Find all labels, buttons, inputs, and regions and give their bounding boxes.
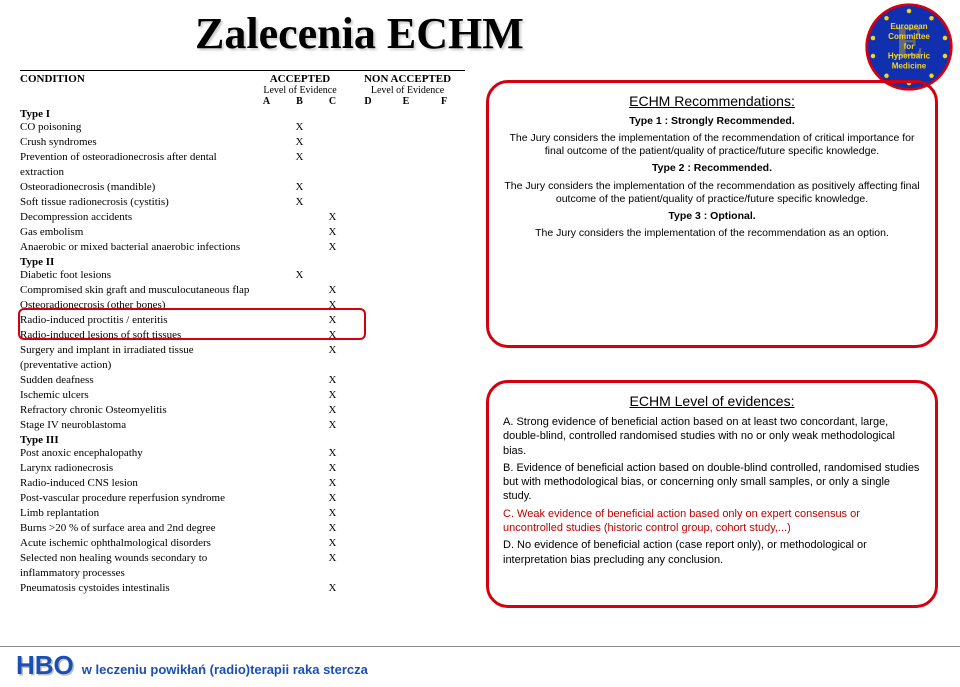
ev-d: D. No evidence of beneficial action (cas… (503, 538, 921, 567)
rec-t3h: Type 3 : Optional. (503, 210, 921, 223)
svg-text:Medicine: Medicine (892, 62, 927, 71)
table-row: Larynx radionecrosisX (20, 461, 465, 476)
type2-header: Type II (20, 256, 465, 268)
table-row: Burns >20 % of surface area and 2nd degr… (20, 521, 465, 536)
table-row: Radio-induced lesions of soft tissuesX (20, 328, 465, 343)
table-row: Anaerobic or mixed bacterial anaerobic i… (20, 240, 465, 255)
rec-t3: The Jury considers the implementation of… (503, 227, 921, 240)
type1-header: Type I (20, 108, 465, 120)
table-row: Diabetic foot lesionsX (20, 268, 465, 283)
table-row: CO poisoningX (20, 120, 465, 135)
table-row: Radio-induced CNS lesionX (20, 476, 465, 491)
th-condition: CONDITION (20, 73, 250, 85)
table-row: Pneumatosis cystoides intestinalisX (20, 581, 465, 596)
rec-t2h: Type 2 : Recommended. (503, 162, 921, 175)
table-row: Sudden deafnessX (20, 373, 465, 388)
ev-b: B. Evidence of beneficial action based o… (503, 461, 921, 504)
th-accepted: ACCEPTED (250, 73, 350, 85)
table-row: Compromised skin graft and musculocutane… (20, 283, 465, 298)
table-row: Osteoradionecrosis (other bones)X (20, 298, 465, 313)
table-row: Soft tissue radionecrosis (cystitis)X (20, 195, 465, 210)
table-row: Prevention of osteoradionecrosis after d… (20, 150, 465, 180)
table-row: Post-vascular procedure reperfusion synd… (20, 491, 465, 506)
echm-logo: E European Committee for Hyperbaric Medi… (864, 2, 954, 92)
slide-title: Zalecenia ECHM (195, 8, 524, 59)
recommendations-box: ECHM Recommendations: Type 1 : Strongly … (486, 80, 938, 348)
svg-text:for: for (904, 42, 916, 51)
table-row: Gas embolismX (20, 225, 465, 240)
svg-text:Committee: Committee (888, 32, 930, 41)
ev-a: A. Strong evidence of beneficial action … (503, 415, 921, 458)
rec-t1h: Type 1 : Strongly Recommended. (503, 115, 921, 128)
svg-text:Hyperbaric: Hyperbaric (888, 52, 931, 61)
loe-accepted: Level of Evidence (250, 85, 350, 96)
evidence-box: ECHM Level of evidences: A. Strong evide… (486, 380, 938, 608)
table-row: Osteoradionecrosis (mandible)X (20, 180, 465, 195)
footer-text: w leczeniu powikłań (radio)terapii raka … (82, 662, 368, 677)
hbo-logo-text: HBO (16, 650, 74, 681)
footer: HBO w leczeniu powikłań (radio)terapii r… (16, 650, 368, 681)
letters-non: DEF (349, 96, 463, 107)
divider-bottom (0, 646, 960, 647)
table-row: Ischemic ulcersX (20, 388, 465, 403)
conditions-table: CONDITION ACCEPTED NON ACCEPTED Level of… (20, 70, 465, 596)
letters-accepted: ABC (250, 96, 349, 107)
table-row: Crush syndromesX (20, 135, 465, 150)
ev-c: C. Weak evidence of beneficial action ba… (503, 507, 921, 536)
th-non-accepted: NON ACCEPTED (350, 73, 465, 85)
table-row: Selected non healing wounds secondary to… (20, 551, 465, 581)
table-row: Decompression accidentsX (20, 210, 465, 225)
ev-title: ECHM Level of evidences: (503, 393, 921, 409)
rec-title: ECHM Recommendations: (503, 93, 921, 109)
table-row: Limb replantationX (20, 506, 465, 521)
table-row: Refractory chronic OsteomyelitisX (20, 403, 465, 418)
table-row: Surgery and implant in irradiated tissue… (20, 343, 465, 373)
table-row: Post anoxic encephalopathyX (20, 446, 465, 461)
rec-t1: The Jury considers the implementation of… (503, 132, 921, 158)
loe-non: Level of Evidence (350, 85, 465, 96)
rec-t2: The Jury considers the implementation of… (503, 180, 921, 206)
table-row: Stage IV neuroblastomaX (20, 418, 465, 433)
table-row: Acute ischemic ophthalmological disorder… (20, 536, 465, 551)
type3-header: Type III (20, 434, 465, 446)
svg-text:European: European (890, 22, 927, 31)
table-row: Radio-induced proctitis / enteritisX (20, 313, 465, 328)
